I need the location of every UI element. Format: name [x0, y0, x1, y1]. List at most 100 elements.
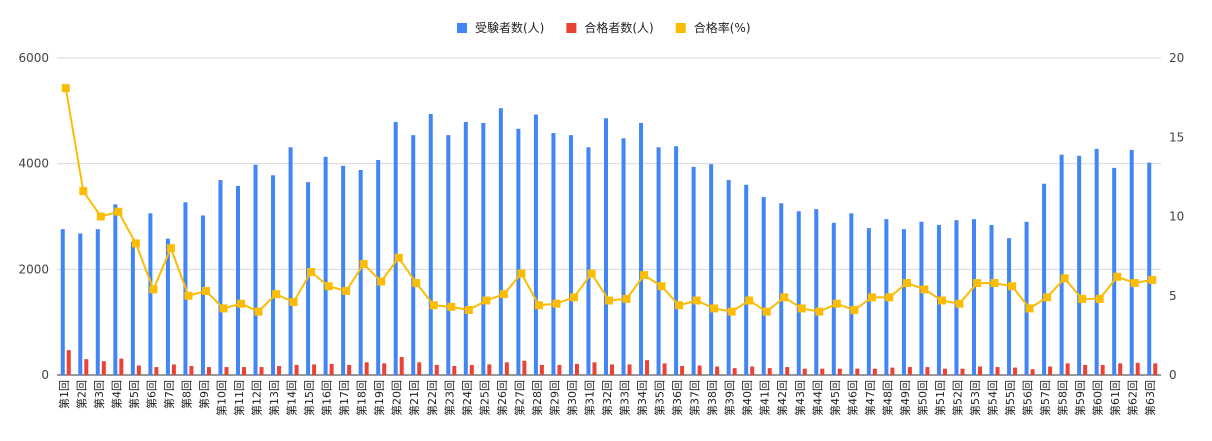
x-tick-label: 第22回 — [425, 380, 439, 416]
pass-rate-point — [272, 290, 281, 299]
bar-passers — [1065, 363, 1070, 375]
bar-passers — [592, 362, 597, 375]
pass-rate-point — [605, 296, 613, 305]
pass-rate-line — [64, 87, 1153, 313]
y-right-tick-label: 20 — [1169, 51, 1184, 65]
bar-passers — [820, 368, 825, 375]
bar-examinees — [972, 219, 976, 375]
bar-passers — [1013, 367, 1018, 375]
bar-passers — [434, 364, 439, 375]
bar-passers — [610, 364, 614, 375]
bar-examinees — [831, 222, 836, 375]
x-tick-label: 第1回 — [57, 380, 71, 409]
x-tick-label: 第2回 — [74, 380, 88, 409]
pass-rate-point — [149, 285, 158, 294]
bar-passers — [399, 357, 404, 375]
x-tick-label: 第61回 — [1108, 380, 1122, 416]
bar-examinees — [1094, 148, 1099, 375]
legend-swatch — [675, 23, 686, 33]
bar-examinees — [358, 170, 363, 375]
bar-passers — [907, 367, 912, 375]
x-tick-label: 第42回 — [775, 380, 789, 416]
pass-rate-point — [254, 307, 263, 316]
bar-passers — [417, 362, 422, 375]
x-tick-label: 第34回 — [635, 380, 649, 416]
pass-rate-point — [867, 293, 876, 302]
pass-rate-point — [534, 301, 543, 310]
pass-rate-point — [79, 187, 88, 196]
bar-passers — [312, 364, 317, 375]
x-tick-label: 第32回 — [600, 380, 614, 416]
bar-examinees — [691, 166, 696, 375]
x-tick-label: 第18回 — [355, 380, 369, 416]
x-tick-label: 第23回 — [442, 380, 456, 416]
bar-passers — [136, 365, 141, 375]
bar-passers — [329, 363, 334, 375]
pass-rate-point — [990, 279, 999, 288]
bar-passers — [1118, 363, 1123, 375]
bar-passers — [837, 368, 842, 375]
pass-rate-point — [920, 285, 929, 294]
bar-examinees — [411, 135, 416, 375]
bar-passers — [942, 368, 947, 375]
pass-rate-point — [622, 294, 631, 303]
bar-examinees — [621, 138, 626, 375]
bar-examinees — [130, 241, 135, 375]
bar-examinees — [656, 147, 661, 375]
bar-passers — [224, 367, 229, 375]
x-tick-label: 第51回 — [933, 380, 947, 416]
pass-rate-point — [1148, 275, 1157, 284]
pass-rate-point — [1113, 272, 1122, 281]
bar-passers — [1135, 362, 1140, 375]
legend-label: 受験者数(人) — [475, 20, 544, 35]
pass-rate-point — [587, 269, 596, 278]
bar-passers — [1048, 366, 1053, 375]
pass-rate-point — [482, 296, 491, 305]
bar-examinees — [253, 164, 258, 375]
pass-rate-point — [745, 296, 754, 305]
bar-examinees — [481, 122, 486, 375]
x-tick-label: 第58回 — [1056, 380, 1070, 416]
bar-examinees — [95, 229, 100, 375]
x-tick-label: 第11回 — [232, 380, 246, 416]
pass-rate-point — [885, 293, 894, 302]
bar-examinees — [989, 224, 994, 375]
bar-examinees — [341, 165, 346, 375]
x-tick-label: 第49回 — [898, 380, 912, 416]
pass-rate-point — [184, 291, 193, 300]
x-tick-label: 第19回 — [372, 380, 386, 416]
pass-rate-point — [429, 301, 438, 310]
x-tick-label: 第60回 — [1091, 380, 1105, 416]
bar-passers — [802, 368, 807, 375]
bar-passers — [522, 360, 527, 375]
bar-passers — [960, 368, 965, 375]
x-tick-label: 第26回 — [495, 380, 509, 416]
bar-passers — [574, 363, 579, 375]
bar-passers — [119, 358, 124, 375]
bar-examinees — [586, 147, 591, 375]
bar-examinees — [271, 175, 276, 375]
x-tick-label: 第63回 — [1143, 380, 1157, 416]
bar-passers — [1083, 364, 1088, 375]
bar-examinees — [779, 203, 784, 375]
bar-examinees — [1112, 167, 1117, 375]
bar-examinees — [288, 147, 293, 375]
bar-examinees — [901, 229, 906, 375]
pass-rate-point — [464, 306, 473, 315]
bar-passers — [715, 366, 720, 375]
bar-examinees — [1059, 154, 1064, 375]
pass-rate-point — [797, 304, 806, 313]
x-tick-label: 第46回 — [845, 380, 859, 416]
y-left-tick-label: 4000 — [18, 157, 49, 171]
x-tick-label: 第62回 — [1126, 380, 1140, 416]
x-tick-label: 第41回 — [758, 380, 772, 416]
bar-examinees — [533, 114, 538, 375]
bar-passers — [785, 367, 790, 375]
pass-rate-point — [324, 282, 333, 291]
legend-label: 合格者数(人) — [584, 20, 653, 35]
bar-examinees — [516, 128, 521, 375]
pass-rate-point — [815, 307, 824, 316]
bar-examinees — [200, 215, 205, 375]
x-tick-label: 第25回 — [477, 380, 491, 416]
bar-examinees — [1024, 221, 1029, 375]
